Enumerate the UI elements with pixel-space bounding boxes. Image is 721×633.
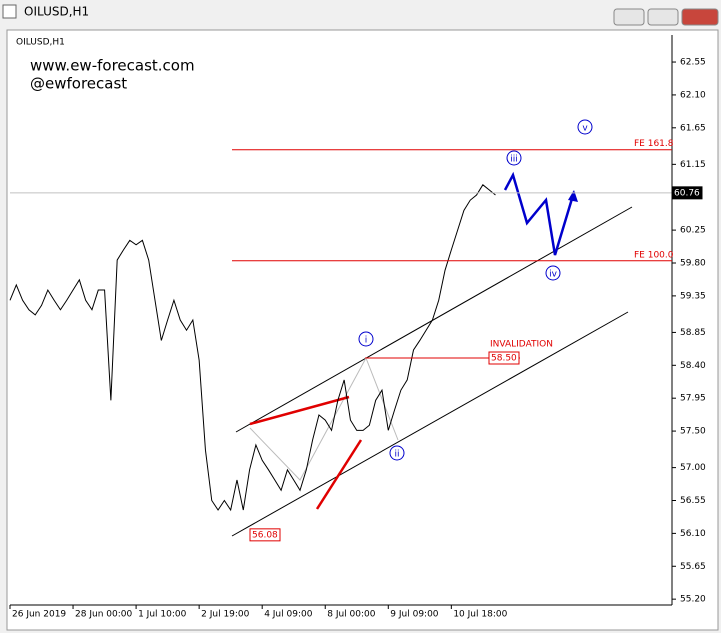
channel-lower xyxy=(231,311,629,537)
x-tick-label: 26 Jun 2019 xyxy=(12,610,66,620)
wave-path xyxy=(249,356,399,481)
chart-title: OILUSD,H1 xyxy=(16,38,65,48)
price-label: 56.08 xyxy=(252,530,278,540)
chart-area xyxy=(6,29,719,631)
y-tick-label: 62.55 xyxy=(680,58,706,68)
wave-label: iv xyxy=(549,270,558,280)
price-label-box xyxy=(488,351,520,365)
y-tick-label: 58.40 xyxy=(680,361,706,371)
x-tick-label: 28 Jun 00:00 xyxy=(75,610,132,620)
y-tick-label: 57.95 xyxy=(680,394,706,404)
x-tick-label: 8 Jul 00:00 xyxy=(327,610,376,620)
x-tick-label: 1 Jul 10:00 xyxy=(138,610,187,620)
channel-upper xyxy=(235,206,633,433)
y-tick-label: 57.50 xyxy=(680,427,706,437)
y-tick-label: 60.25 xyxy=(680,226,706,236)
wave-label: i xyxy=(365,336,368,346)
minimize-button[interactable] xyxy=(613,8,645,26)
triangle-line xyxy=(315,439,363,510)
level-label: INVALIDATION xyxy=(490,340,553,350)
x-tick-label: 2 Jul 19:00 xyxy=(201,610,250,620)
price-label: 60.76 xyxy=(674,188,700,198)
wave-circle xyxy=(577,119,593,135)
level-label: FE 100.0 xyxy=(634,250,674,260)
wave-circle xyxy=(389,445,405,461)
y-tick-label: 59.80 xyxy=(680,259,706,269)
wave-label: v xyxy=(582,124,588,134)
price-label-box xyxy=(249,528,281,542)
restore-button[interactable] xyxy=(647,8,679,26)
y-tick-label: 61.65 xyxy=(680,123,706,133)
y-tick-label: 62.10 xyxy=(680,90,706,100)
y-tick-label: 55.20 xyxy=(680,595,706,605)
x-tick-label: 9 Jul 09:00 xyxy=(390,610,439,620)
price-line xyxy=(9,184,496,512)
wave-circle xyxy=(506,150,522,166)
watermark: www.ew-forecast.com xyxy=(30,57,195,75)
y-tick-label: 61.15 xyxy=(680,160,706,170)
triangle-line xyxy=(249,395,350,426)
projection-arrow xyxy=(568,190,578,202)
y-tick-label: 55.65 xyxy=(680,562,706,572)
y-tick-label: 59.35 xyxy=(680,291,706,301)
wave-label: iii xyxy=(510,155,518,165)
x-tick-label: 4 Jul 09:00 xyxy=(264,610,313,620)
window-icon xyxy=(2,4,17,19)
wave-circle xyxy=(545,265,561,281)
y-tick-label: 57.00 xyxy=(680,463,706,473)
wave-circle xyxy=(358,331,374,347)
y-tick-label: 56.10 xyxy=(680,529,706,539)
wave-labels xyxy=(358,119,593,461)
wave-label: ii xyxy=(394,450,399,460)
close-button[interactable] xyxy=(681,8,719,26)
projection-path xyxy=(503,171,576,256)
y-tick-label: 58.85 xyxy=(680,328,706,338)
x-tick-label: 10 Jul 18:00 xyxy=(453,610,507,620)
price-label-box xyxy=(671,186,703,200)
price-label: 58.50 xyxy=(491,354,517,364)
level-label: FE 161.8 xyxy=(634,139,674,149)
watermark: @ewforecast xyxy=(30,75,127,93)
y-tick-label: 56.55 xyxy=(680,496,706,506)
analysis-drawings xyxy=(231,171,633,537)
window-title: OILUSD,H1 xyxy=(24,5,89,19)
